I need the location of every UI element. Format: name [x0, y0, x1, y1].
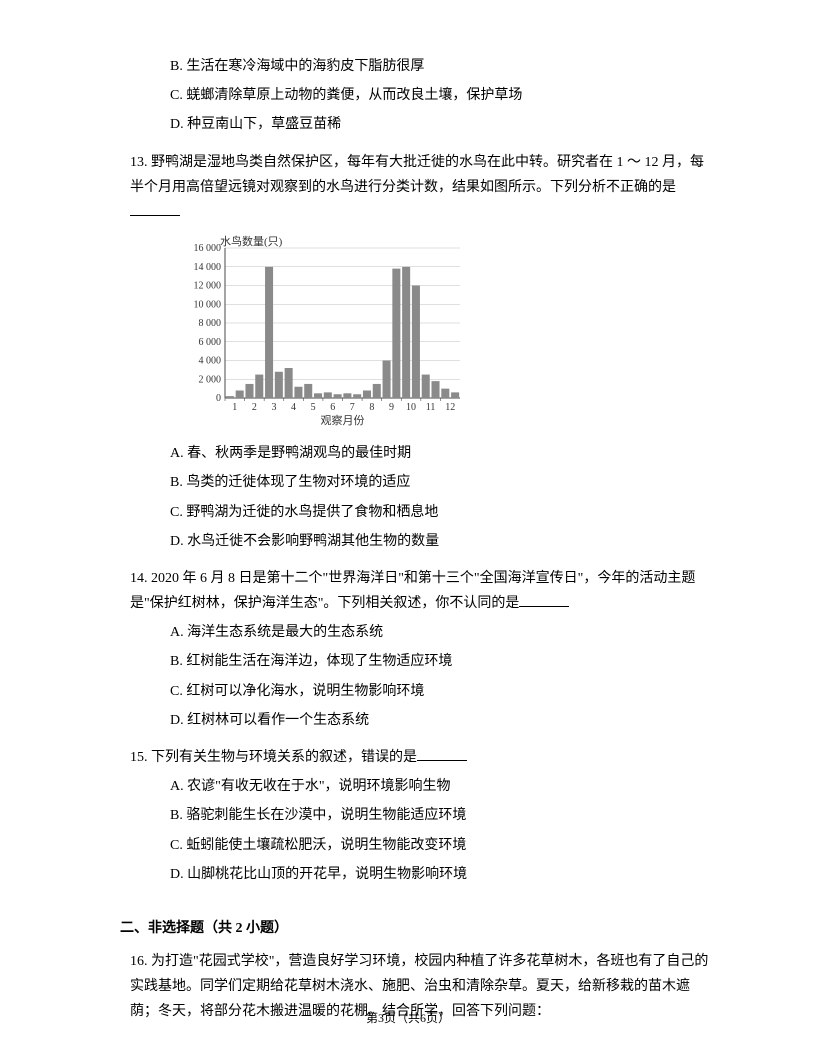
q15-option-a: A. 农谚"有收无收在于水"，说明环境影响生物 [170, 774, 716, 799]
q15-option-c: C. 蚯蚓能使土壤疏松肥沃，说明生物能改变环境 [170, 833, 716, 858]
svg-text:10 000: 10 000 [194, 299, 222, 310]
bird-chart: 0 2 000 4 000 6 000 8 000 10 000 12 000 14 000 1… [170, 233, 716, 433]
svg-text:4: 4 [291, 402, 296, 413]
q14-stem-text: 14. 2020 年 6 月 8 日是第十二个"世界海洋日"和第十三个"全国海洋… [130, 571, 695, 611]
svg-text:8 000: 8 000 [199, 318, 222, 329]
svg-text:2 000: 2 000 [199, 374, 222, 385]
svg-text:3: 3 [271, 402, 276, 413]
svg-text:6: 6 [330, 402, 335, 413]
q13-option-b: B. 鸟类的迁徙体现了生物对环境的适应 [170, 470, 716, 495]
svg-text:12: 12 [445, 402, 455, 413]
svg-text:2: 2 [252, 402, 257, 413]
q14-option-b: B. 红树能生活在海洋边，体现了生物适应环境 [170, 649, 716, 674]
q12-option-c: C. 蜣螂清除草原上动物的粪便，从而改良土壤，保护草场 [170, 83, 716, 108]
q13-option-d: D. 水鸟迁徙不会影响野鸭湖其他生物的数量 [170, 529, 716, 554]
q13-stem: 13. 野鸭湖是湿地鸟类自然保护区，每年有大批迁徙的水鸟在此中转。研究者在 1 … [130, 150, 716, 226]
svg-text:14 000: 14 000 [194, 262, 222, 273]
q14-option-c: C. 红树可以净化海水，说明生物影响环境 [170, 679, 716, 704]
q15-stem-text: 15. 下列有关生物与环境关系的叙述，错误的是 [130, 750, 417, 765]
svg-text:10: 10 [406, 402, 416, 413]
chart-svg: 0 2 000 4 000 6 000 8 000 10 000 12 000 14 000 1… [170, 233, 470, 428]
svg-text:16 000: 16 000 [194, 243, 222, 254]
svg-text:8: 8 [369, 402, 374, 413]
page-content: B. 生活在寒冷海域中的海豹皮下脂肪很厚 C. 蜣螂清除草原上动物的粪便，从而改… [0, 0, 816, 1059]
svg-text:0: 0 [216, 393, 221, 404]
svg-text:9: 9 [389, 402, 394, 413]
q13-option-c: C. 野鸭湖为迁徙的水鸟提供了食物和栖息地 [170, 500, 716, 525]
page-footer: 第3页（共6页） [0, 1009, 816, 1026]
q15-stem: 15. 下列有关生物与环境关系的叙述，错误的是 [130, 745, 716, 770]
q14-option-d: D. 红树林可以看作一个生态系统 [170, 708, 716, 733]
svg-text:观察月份: 观察月份 [321, 413, 365, 427]
q13-blank [130, 201, 180, 216]
q13-stem-text: 13. 野鸭湖是湿地鸟类自然保护区，每年有大批迁徙的水鸟在此中转。研究者在 1 … [130, 155, 704, 195]
svg-text:5: 5 [311, 402, 316, 413]
q12-option-d: D. 种豆南山下，草盛豆苗稀 [170, 112, 716, 137]
q14-option-a: A. 海洋生态系统是最大的生态系统 [170, 620, 716, 645]
q15-option-b: B. 骆驼刺能生长在沙漠中，说明生物能适应环境 [170, 803, 716, 828]
svg-text:水鸟数量(只): 水鸟数量(只) [220, 234, 283, 248]
q14-blank [519, 592, 569, 607]
svg-text:12 000: 12 000 [194, 281, 222, 292]
svg-text:7: 7 [350, 402, 355, 413]
svg-text:1: 1 [232, 402, 237, 413]
svg-text:11: 11 [426, 402, 436, 413]
section-2-header: 二、非选择题（共 2 小题） [120, 917, 716, 937]
svg-text:6 000: 6 000 [199, 337, 222, 348]
q14-stem: 14. 2020 年 6 月 8 日是第十二个"世界海洋日"和第十三个"全国海洋… [130, 566, 716, 616]
q15-option-d: D. 山脚桃花比山顶的开花早，说明生物影响环境 [170, 862, 716, 887]
q15-blank [417, 746, 467, 761]
q13-option-a: A. 春、秋两季是野鸭湖观鸟的最佳时期 [170, 441, 716, 466]
svg-text:4 000: 4 000 [199, 356, 222, 367]
q12-option-b: B. 生活在寒冷海域中的海豹皮下脂肪很厚 [170, 54, 716, 79]
